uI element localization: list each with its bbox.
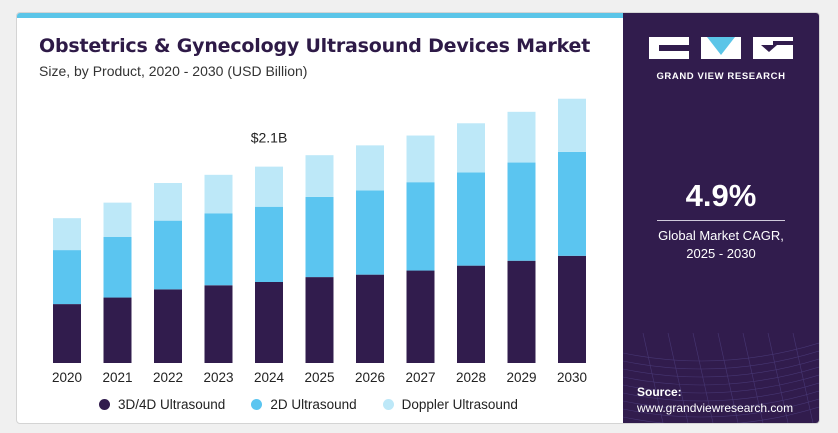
x-tick-label: 2027: [405, 370, 435, 385]
x-tick-label: 2023: [203, 370, 233, 385]
bar-segment-2028-3: [457, 123, 485, 173]
bar-segment-2021-1: [103, 297, 132, 363]
bar-segment-2025-3: [305, 155, 334, 197]
bar-segment-2029-3: [507, 111, 536, 163]
x-tick-label: 2020: [52, 370, 82, 385]
legend-label: 2D Ultrasound: [270, 397, 357, 412]
x-tick-label: 2022: [153, 370, 183, 385]
x-tick-label: 2024: [254, 370, 285, 385]
legend-swatch: [99, 399, 110, 410]
x-tick-label: 2021: [102, 370, 132, 385]
source-title: Source:: [637, 385, 682, 399]
bar-segment-2023-2: [204, 213, 233, 286]
data-label-annotation: $2.1B: [251, 130, 288, 146]
chart-subtitle: Size, by Product, 2020 - 2030 (USD Billi…: [39, 63, 308, 79]
bar-segment-2022-1: [154, 289, 182, 363]
bar-segment-2025-1: [305, 277, 334, 363]
bar-segment-2029-2: [507, 162, 536, 261]
legend-label: Doppler Ultrasound: [401, 397, 518, 412]
bar-segment-2023-3: [204, 174, 233, 214]
cagr-value: 4.9%: [685, 178, 757, 213]
bar-segment-2030-1: [558, 255, 586, 363]
cagr-divider: [657, 220, 785, 221]
bar-segment-2027-3: [406, 135, 435, 183]
bar-segment-2022-3: [154, 183, 182, 221]
legend-swatch: [251, 399, 263, 410]
legend-swatch: [382, 399, 394, 410]
bar-segment-2024-2: [255, 206, 283, 282]
bar-chart: 2020 2021 2022 2023 2024 $2.1B 2025 2026 2027 202…: [52, 98, 587, 385]
x-tick-label: 2026: [355, 370, 385, 385]
bar-segment-2027-2: [406, 182, 435, 271]
bar-segment-2024-1: [255, 282, 283, 363]
grand-view-research-logo: [649, 37, 793, 59]
chart-title: Obstetrics & Gynecology Ultrasound Devic…: [39, 35, 591, 57]
bar-segment-2022-2: [154, 220, 182, 290]
legend-item: Doppler Ultrasound: [382, 397, 518, 412]
chart-legend: 3D/4D Ultrasound 2D Ultrasound Doppler Ult…: [99, 397, 518, 412]
legend-item: 3D/4D Ultrasound: [99, 397, 225, 412]
bar-segment-2030-2: [558, 151, 586, 256]
accent-bar: [17, 13, 623, 18]
bar-segment-2025-2: [305, 196, 334, 278]
info-panel: GRAND VIEW RESEARCH 4.9% Global Market C…: [623, 13, 819, 423]
bar-segment-2026-2: [356, 190, 384, 275]
cagr-label-line1: Global Market CAGR,: [658, 228, 784, 243]
bar-segment-2030-3: [558, 98, 586, 152]
bar-segment-2020-3: [53, 218, 81, 251]
x-tick-label: 2029: [506, 370, 536, 385]
chart-card: Obstetrics & Gynecology Ultrasound Devic…: [16, 12, 820, 424]
x-tick-label: 2025: [304, 370, 334, 385]
cagr-label: Global Market CAGR, 2025 - 2030: [623, 227, 819, 263]
bar-segment-2026-1: [356, 274, 384, 363]
bar-segment-2028-2: [457, 172, 485, 266]
source-url: www.grandviewresearch.com: [637, 401, 794, 415]
bar-segment-2020-2: [53, 250, 81, 305]
bar-segment-2029-1: [507, 260, 536, 363]
bar-segment-2021-3: [103, 202, 132, 237]
legend-item: 2D Ultrasound: [251, 397, 357, 412]
bar-segment-2027-1: [406, 270, 435, 363]
cagr-label-line2: 2025 - 2030: [686, 246, 756, 261]
bar-segment-2028-1: [457, 265, 485, 363]
bar-segment-2026-3: [356, 145, 384, 191]
legend-label: 3D/4D Ultrasound: [118, 397, 226, 412]
bar-segment-2023-1: [204, 285, 233, 363]
brand-name: GRAND VIEW RESEARCH: [656, 71, 786, 82]
bar-segment-2024-3: [255, 166, 283, 207]
bar-segment-2021-2: [103, 237, 132, 298]
x-tick-label: 2028: [456, 370, 486, 385]
wave-pattern-decoration: [623, 333, 819, 423]
bar-segment-2020-1: [53, 304, 81, 363]
x-tick-label: 2030: [557, 370, 587, 385]
